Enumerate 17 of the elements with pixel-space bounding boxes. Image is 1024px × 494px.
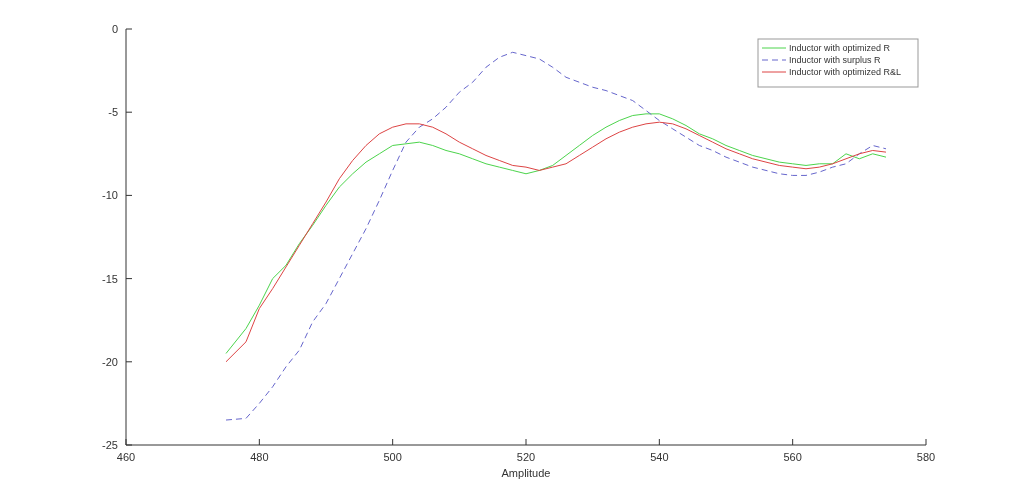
x-tick-label: 580 <box>916 451 936 463</box>
x-tick-label: 480 <box>250 451 269 463</box>
y-tick-label: -5 <box>108 106 118 119</box>
x-axis-title: Amplitude <box>501 467 551 479</box>
y-tick-label: -10 <box>102 189 118 202</box>
y-tick-label: -20 <box>102 355 118 368</box>
x-tick-label: 520 <box>516 451 536 463</box>
y-tick-label: 0 <box>111 23 118 35</box>
legend-label: Inductor with optimized R&L <box>789 67 902 77</box>
x-tick-label: 460 <box>116 451 136 463</box>
x-tick-label: 540 <box>650 451 669 463</box>
legend-label: Inductor with surplus R <box>789 55 882 65</box>
x-tick-label: 560 <box>783 451 802 463</box>
y-tick-label: -25 <box>102 439 118 451</box>
x-tick-label: 500 <box>383 451 402 463</box>
legend-label: Inductor with optimized R <box>789 43 891 53</box>
y-tick-label: -15 <box>102 272 118 285</box>
